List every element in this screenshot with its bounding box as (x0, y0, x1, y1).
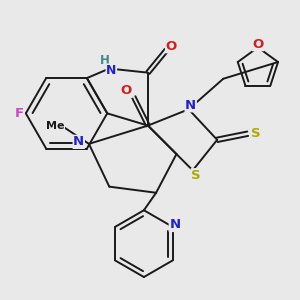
Text: N: N (185, 99, 196, 112)
Text: F: F (15, 107, 24, 120)
Text: S: S (251, 127, 261, 140)
Text: H: H (100, 54, 110, 67)
Text: Me: Me (46, 121, 65, 130)
Text: O: O (121, 85, 132, 98)
Text: N: N (169, 218, 180, 231)
Text: N: N (106, 64, 116, 77)
Text: O: O (252, 38, 263, 51)
Text: O: O (166, 40, 177, 53)
Text: S: S (191, 169, 201, 182)
Text: N: N (73, 135, 84, 148)
